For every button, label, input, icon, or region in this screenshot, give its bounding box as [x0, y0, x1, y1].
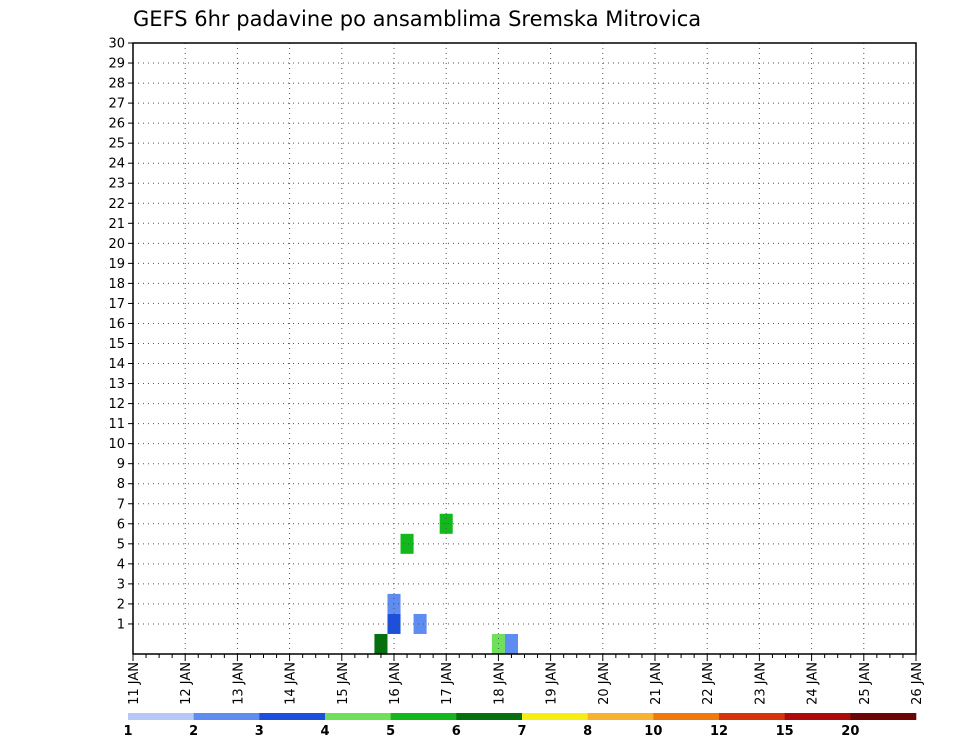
colorbar-label: 12: [710, 724, 728, 739]
precip-cell: [374, 633, 388, 654]
y-tick-label: 18: [108, 277, 125, 292]
grid-lines: [133, 42, 916, 654]
y-tick-label: 27: [108, 97, 125, 112]
colorbar-label: 7: [517, 724, 526, 739]
colorbar-swatch: [850, 713, 917, 720]
colorbar: 1 2 3 4 5 6 7 8 10 12 15 20: [123, 713, 917, 739]
y-tick-label: 6: [117, 517, 125, 532]
y-tick-label: 20: [108, 237, 125, 252]
x-tick-label: 14 JAN: [284, 662, 299, 705]
y-tick-label: 9: [117, 457, 125, 472]
colorbar-swatch: [522, 713, 588, 720]
colorbar-label: 5: [386, 724, 395, 739]
y-tick-label: 15: [108, 337, 125, 352]
y-tick-label: 3: [117, 577, 125, 592]
x-tick-label: 17 JAN: [440, 662, 455, 705]
y-tick-label: 2: [117, 597, 125, 612]
x-tick-label: 16 JAN: [388, 662, 403, 705]
y-tick-label: 26: [108, 117, 125, 132]
precip-cell: [504, 633, 518, 654]
x-tick-label: 15 JAN: [336, 662, 351, 705]
y-tick-label: 21: [108, 217, 125, 232]
y-tick-label: 23: [108, 177, 125, 192]
y-tick-label: 30: [108, 37, 125, 52]
colorbar-swatch: [325, 713, 391, 720]
y-tick-label: 22: [108, 197, 125, 212]
colorbar-label: 10: [644, 724, 662, 739]
y-tick-label: 12: [108, 397, 125, 412]
colorbar-label: 8: [583, 724, 592, 739]
precip-cell: [400, 533, 414, 554]
colorbar-swatch: [653, 713, 720, 720]
x-tick-label: 13 JAN: [231, 662, 246, 705]
colorbar-label: 3: [255, 724, 264, 739]
x-tick-label: 12 JAN: [179, 662, 194, 705]
y-tick-label: 4: [117, 557, 125, 572]
y-tick-label: 29: [108, 57, 125, 72]
colorbar-label: 15: [776, 724, 794, 739]
x-tick-label: 22 JAN: [701, 662, 716, 705]
y-tick-label: 28: [108, 77, 125, 92]
y-tick-label: 1: [117, 617, 125, 632]
x-tick-label: 20 JAN: [597, 662, 612, 705]
colorbar-label: 6: [452, 724, 461, 739]
y-tick-label: 13: [108, 377, 125, 392]
y-tick-label: 19: [108, 257, 125, 272]
x-tick-label: 21 JAN: [649, 662, 664, 705]
x-tick-label: 23 JAN: [753, 662, 768, 705]
x-tick-label: 24 JAN: [806, 662, 821, 705]
y-tick-label: 17: [108, 297, 125, 312]
plot-frame: [132, 42, 917, 655]
colorbar-swatch: [390, 713, 457, 720]
x-tick-label: 26 JAN: [910, 662, 925, 705]
colorbar-label: 2: [189, 724, 198, 739]
x-tick-label: 25 JAN: [858, 662, 873, 705]
y-tick-label: 10: [108, 437, 125, 452]
colorbar-swatch: [784, 713, 851, 720]
colorbar-swatch: [456, 713, 523, 720]
colorbar-label: 1: [123, 724, 132, 739]
y-tick-label: 16: [108, 317, 125, 332]
colorbar-swatch: [587, 713, 654, 720]
x-axis: 11 JAN 12 JAN 13 JAN 14 JAN 15 JAN 16 JAN 17 J…: [127, 654, 925, 705]
chart-title: GEFS 6hr padavine po ansamblima Sremska …: [133, 7, 701, 31]
colorbar-swatch: [719, 713, 785, 720]
y-tick-label: 11: [108, 417, 125, 432]
x-tick-label: 18 JAN: [492, 662, 507, 705]
colorbar-swatch: [193, 713, 260, 720]
y-tick-label: 14: [108, 357, 125, 372]
y-axis: 1234567891011121314151617181920212223242…: [108, 37, 133, 632]
colorbar-label: 20: [841, 724, 859, 739]
colorbar-label: 4: [320, 724, 329, 739]
y-tick-label: 8: [117, 477, 125, 492]
x-tick-label: 19 JAN: [545, 662, 560, 705]
x-tick-label: 11 JAN: [127, 662, 142, 705]
y-tick-label: 24: [108, 157, 125, 172]
y-tick-label: 7: [117, 497, 125, 512]
colorbar-swatch: [128, 713, 194, 720]
colorbar-swatch: [259, 713, 326, 720]
y-tick-label: 5: [117, 537, 125, 552]
precip-cell: [413, 613, 427, 634]
y-tick-label: 25: [108, 137, 125, 152]
